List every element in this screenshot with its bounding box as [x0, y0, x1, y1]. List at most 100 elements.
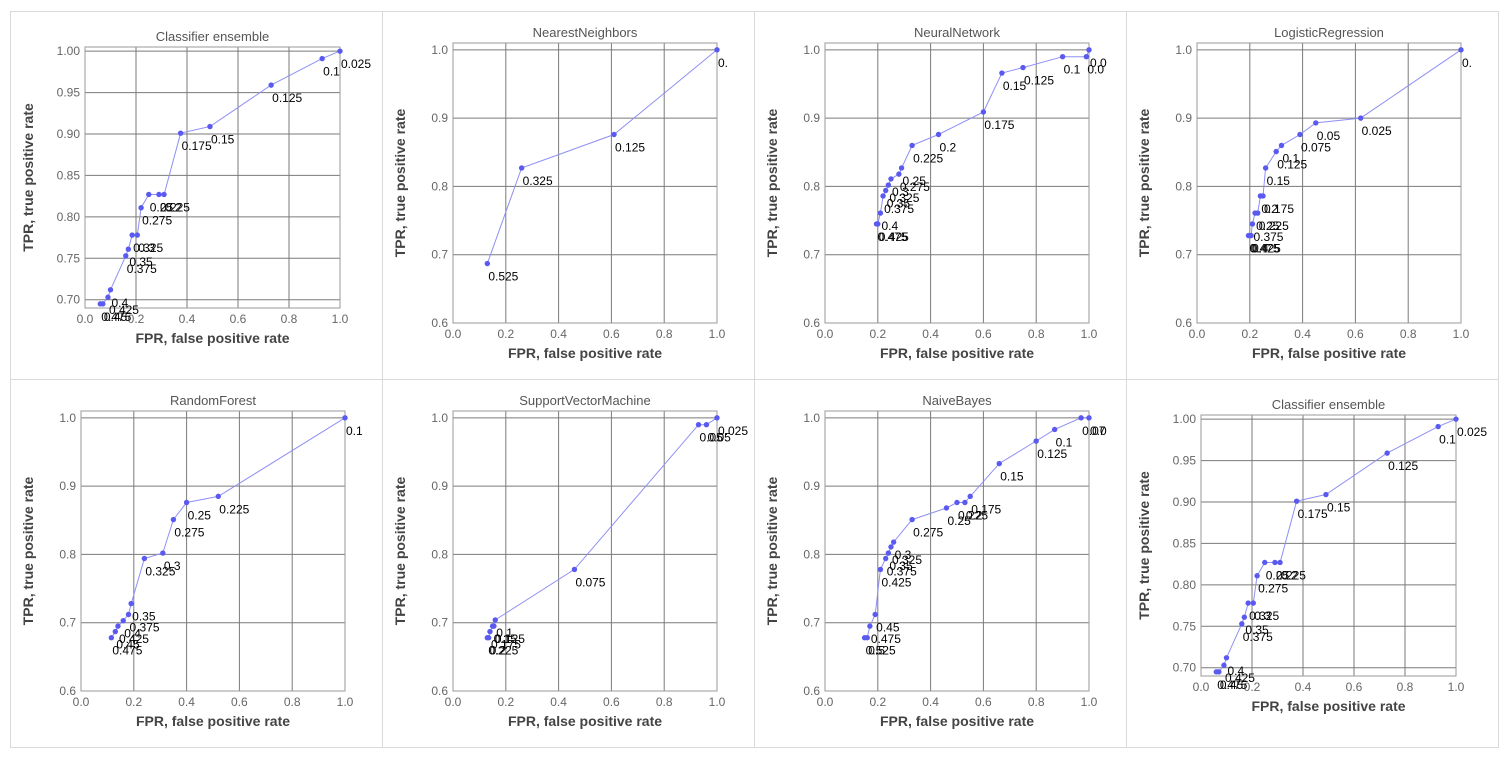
roc-chart-support-vector-machine: SupportVectorMachine 0.0 0.2 0.4 0.6 0.8 1.0 0.… — [392, 393, 748, 729]
threshold-label-0-05: 0.05 — [1317, 129, 1341, 143]
roc-point — [1273, 148, 1279, 155]
x-tick-label: 0.8 — [1028, 327, 1045, 341]
x-axis-label: FPR, false positive rate — [1252, 345, 1406, 361]
threshold-label-0-425: 0.425 — [109, 303, 139, 317]
roc-chart-classifier-ensemble-2: Classifier ensemble 0.0 0.2 0.4 0.6 0.8 1.0 0.7… — [1136, 397, 1487, 714]
threshold-label-0-3: 0.3 — [1254, 609, 1271, 623]
threshold-label-0-475: 0.475 — [101, 310, 131, 324]
plot-frame — [824, 410, 1090, 692]
y-tick-label: 0.80 — [57, 210, 81, 224]
x-tick-label: 0.2 — [128, 312, 145, 326]
x-tick-label: 0.2 — [1241, 327, 1258, 341]
x-tick-label: 1.0 — [709, 695, 726, 709]
threshold-label-0-375: 0.375 — [130, 621, 160, 635]
chart-title: Classifier ensemble — [1272, 397, 1385, 412]
y-tick-label: 0.8 — [431, 547, 448, 561]
threshold-label-0-2: 0.2 — [490, 644, 507, 658]
threshold-label-0-15: 0.15 — [494, 632, 518, 646]
roc-point — [518, 165, 525, 171]
x-tick-label: 1.0 — [709, 327, 726, 341]
threshold-label-0-275: 0.275 — [174, 526, 204, 540]
roc-point — [872, 611, 878, 618]
x-tick-label: 1.0 — [1453, 327, 1470, 341]
roc-point — [123, 253, 129, 259]
threshold-label-0-275: 0.275 — [142, 214, 172, 228]
threshold-label-0-375: 0.375 — [1243, 630, 1273, 644]
threshold-label-0-475: 0.475 — [877, 230, 907, 244]
y-tick-label: 1.00 — [57, 44, 81, 58]
roc-point — [1223, 655, 1230, 661]
roc-point — [1086, 415, 1092, 421]
roc-point — [161, 191, 167, 198]
threshold-label-0-125: 0.125 — [1037, 447, 1067, 461]
threshold-label-0-375: 0.375 — [884, 202, 914, 216]
roc-point — [1262, 559, 1268, 566]
y-tick-label: 0.90 — [1173, 495, 1197, 509]
y-tick-label: 1.0 — [431, 43, 448, 57]
roc-point — [183, 499, 190, 506]
x-tick-label: 0.0 — [1193, 680, 1210, 694]
threshold-label-0-275: 0.275 — [913, 526, 943, 540]
x-tick-label: 0.2 — [497, 695, 514, 709]
roc-point — [1435, 423, 1441, 430]
threshold-label-0-1: 0.1 — [1282, 151, 1299, 165]
roc-point — [571, 566, 578, 573]
x-tick-label: 0.8 — [1028, 695, 1045, 709]
y-tick-label: 0.7 — [59, 616, 76, 630]
threshold-label-0-1: 0.1 — [323, 65, 340, 79]
threshold-label-0-5: 0.5 — [868, 644, 885, 658]
threshold-label-0-375: 0.375 — [127, 262, 157, 276]
x-tick-label: 0.8 — [656, 695, 673, 709]
roc-chart-random-forest: RandomForest 0.0 0.2 0.4 0.6 0.8 1.0 0.6 0.7 0.8 0… — [20, 393, 363, 729]
y-axis-label: TPR, true positive rate — [1136, 471, 1152, 620]
threshold-label-0-125: 0.125 — [1277, 158, 1307, 172]
roc-point — [935, 131, 942, 138]
roc-point — [980, 109, 987, 115]
threshold-label-0-1: 0.1 — [1056, 435, 1073, 449]
y-tick-label: 0.95 — [1173, 454, 1197, 468]
y-tick-label: 0.6 — [1175, 316, 1192, 330]
y-tick-label: 0.9 — [59, 479, 76, 493]
threshold-label-0-475: 0.475 — [871, 632, 901, 646]
roc-point — [134, 232, 140, 238]
roc-point — [883, 187, 889, 194]
roc-point — [999, 70, 1005, 76]
roc-point — [909, 142, 915, 149]
threshold-label-0-125: 0.125 — [1024, 74, 1054, 88]
chart-cell-svm: SupportVectorMachine 0.0 0.2 0.4 0.6 0.8 1.0 0.… — [383, 380, 755, 748]
roc-point — [1250, 600, 1256, 606]
x-tick-label: 0.4 — [1294, 327, 1311, 341]
x-axis-label: FPR, false positive rate — [508, 713, 662, 729]
x-tick-label: 0.2 — [497, 327, 514, 341]
data-layer — [484, 415, 720, 641]
roc-point — [1241, 614, 1248, 620]
roc-point — [1384, 450, 1390, 456]
roc-point — [1262, 165, 1269, 171]
roc-chart-nearest-neighbors: NearestNeighbors 0.0 0.2 0.4 0.6 0.8 1.0 0.6 0.7… — [392, 25, 728, 361]
threshold-label-0-3: 0.3 — [895, 548, 912, 562]
chart-title: NearestNeighbors — [533, 25, 638, 40]
roc-point — [115, 623, 121, 629]
y-tick-label: 0.75 — [1173, 619, 1197, 633]
threshold-label-0-325: 0.325 — [1249, 609, 1279, 623]
x-tick-label: 0.8 — [1397, 680, 1414, 694]
plot-frame — [824, 42, 1090, 324]
roc-point — [885, 182, 892, 188]
threshold-label-0-3: 0.3 — [138, 241, 155, 255]
threshold-label-0-325: 0.325 — [133, 241, 163, 255]
y-tick-label: 0.7 — [431, 248, 448, 262]
y-tick-label: 0.8 — [59, 547, 76, 561]
x-tick-label: 0.4 — [1295, 680, 1312, 694]
roc-point — [1357, 115, 1364, 121]
threshold-label-0-15: 0.15 — [1267, 174, 1291, 188]
x-axis-label: FPR, false positive rate — [136, 713, 290, 729]
data-layer — [484, 47, 720, 267]
data-layer — [873, 47, 1092, 227]
y-tick-label: 0.6 — [431, 684, 448, 698]
x-tick-label: 0.4 — [550, 327, 567, 341]
threshold-label-0-275: 0.275 — [1258, 582, 1288, 596]
x-tick-label: 0.6 — [975, 695, 992, 709]
x-tick-label: 0.0 — [73, 695, 90, 709]
threshold-label-0-325: 0.325 — [145, 565, 175, 579]
roc-point — [1254, 573, 1260, 579]
